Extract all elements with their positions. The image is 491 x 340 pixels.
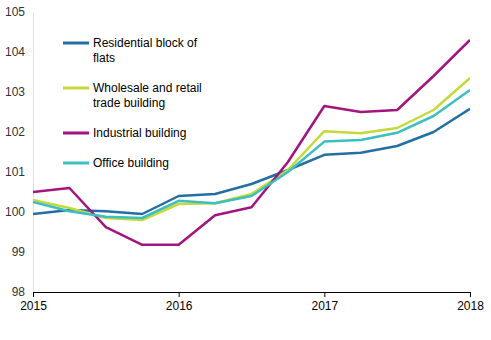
x-axis: 2015 2016 2017 2018 xyxy=(20,292,484,313)
x-axis-line xyxy=(34,293,471,298)
y-tick-label: 102 xyxy=(5,125,25,139)
legend-swatch xyxy=(63,132,89,135)
y-tick: 103 xyxy=(5,85,33,99)
legend-label-line: Wholesale and retail xyxy=(93,81,202,95)
legend-item: Office building xyxy=(63,156,169,170)
legend-label-line: trade building xyxy=(93,96,165,110)
y-tick-label: 100 xyxy=(5,205,25,219)
legend-label: Office building xyxy=(93,156,169,170)
y-tick-label: 103 xyxy=(5,85,25,99)
legend-label: Wholesale and retailtrade building xyxy=(93,81,202,110)
y-tick-label: 101 xyxy=(5,165,25,179)
legend-swatch xyxy=(63,87,89,90)
series-line xyxy=(33,78,470,220)
y-tick-label: 105 xyxy=(5,5,25,19)
x-tick-label: 2016 xyxy=(166,299,193,313)
legend-label-line: Residential block of xyxy=(93,36,198,50)
y-tick-label: 99 xyxy=(12,245,26,259)
series-line xyxy=(33,40,470,245)
x-tick-label: 2018 xyxy=(457,299,484,313)
plot: 98 99 100 101 102 103 104 105 2015 2016 2017 2018 xyxy=(5,5,484,312)
y-tick: 99 xyxy=(12,245,33,259)
y-tick: 102 xyxy=(5,125,33,139)
x-tick: 2018 xyxy=(457,292,484,313)
legend-item: Wholesale and retailtrade building xyxy=(63,81,202,110)
legend-item: Industrial building xyxy=(63,126,186,140)
y-axis-line xyxy=(33,13,34,293)
y-tick: 105 xyxy=(5,5,33,19)
legend-label-line: Industrial building xyxy=(93,126,186,140)
legend-label-line: flats xyxy=(93,51,115,65)
y-tick: 98 xyxy=(12,285,33,299)
y-tick: 100 xyxy=(5,205,33,219)
y-tick-label: 98 xyxy=(12,285,26,299)
chart: 98 99 100 101 102 103 104 105 2015 2016 2017 2018 Re… xyxy=(0,0,491,340)
legend-label-line: Office building xyxy=(93,156,169,170)
x-tick-mark xyxy=(33,292,34,297)
x-tick: 2015 xyxy=(20,292,47,313)
legend: Residential block offlats Wholesale and r… xyxy=(63,36,202,170)
x-tick-mark xyxy=(470,292,471,297)
y-tick: 104 xyxy=(5,45,33,59)
legend-swatch xyxy=(63,162,89,165)
x-tick: 2016 xyxy=(166,292,193,313)
x-tick: 2017 xyxy=(311,292,338,313)
legend-swatch xyxy=(63,42,89,45)
legend-label: Residential block offlats xyxy=(93,36,198,65)
x-tick-mark xyxy=(179,292,180,297)
y-axis: 98 99 100 101 102 103 104 105 xyxy=(5,5,34,299)
legend-item: Residential block offlats xyxy=(63,36,198,65)
y-tick-label: 104 xyxy=(5,45,25,59)
x-tick-mark xyxy=(324,292,325,297)
y-tick: 101 xyxy=(5,165,33,179)
lines xyxy=(33,40,470,245)
x-tick-label: 2015 xyxy=(20,299,47,313)
legend-label: Industrial building xyxy=(93,126,186,140)
series-line xyxy=(33,90,470,218)
x-tick-label: 2017 xyxy=(311,299,338,313)
